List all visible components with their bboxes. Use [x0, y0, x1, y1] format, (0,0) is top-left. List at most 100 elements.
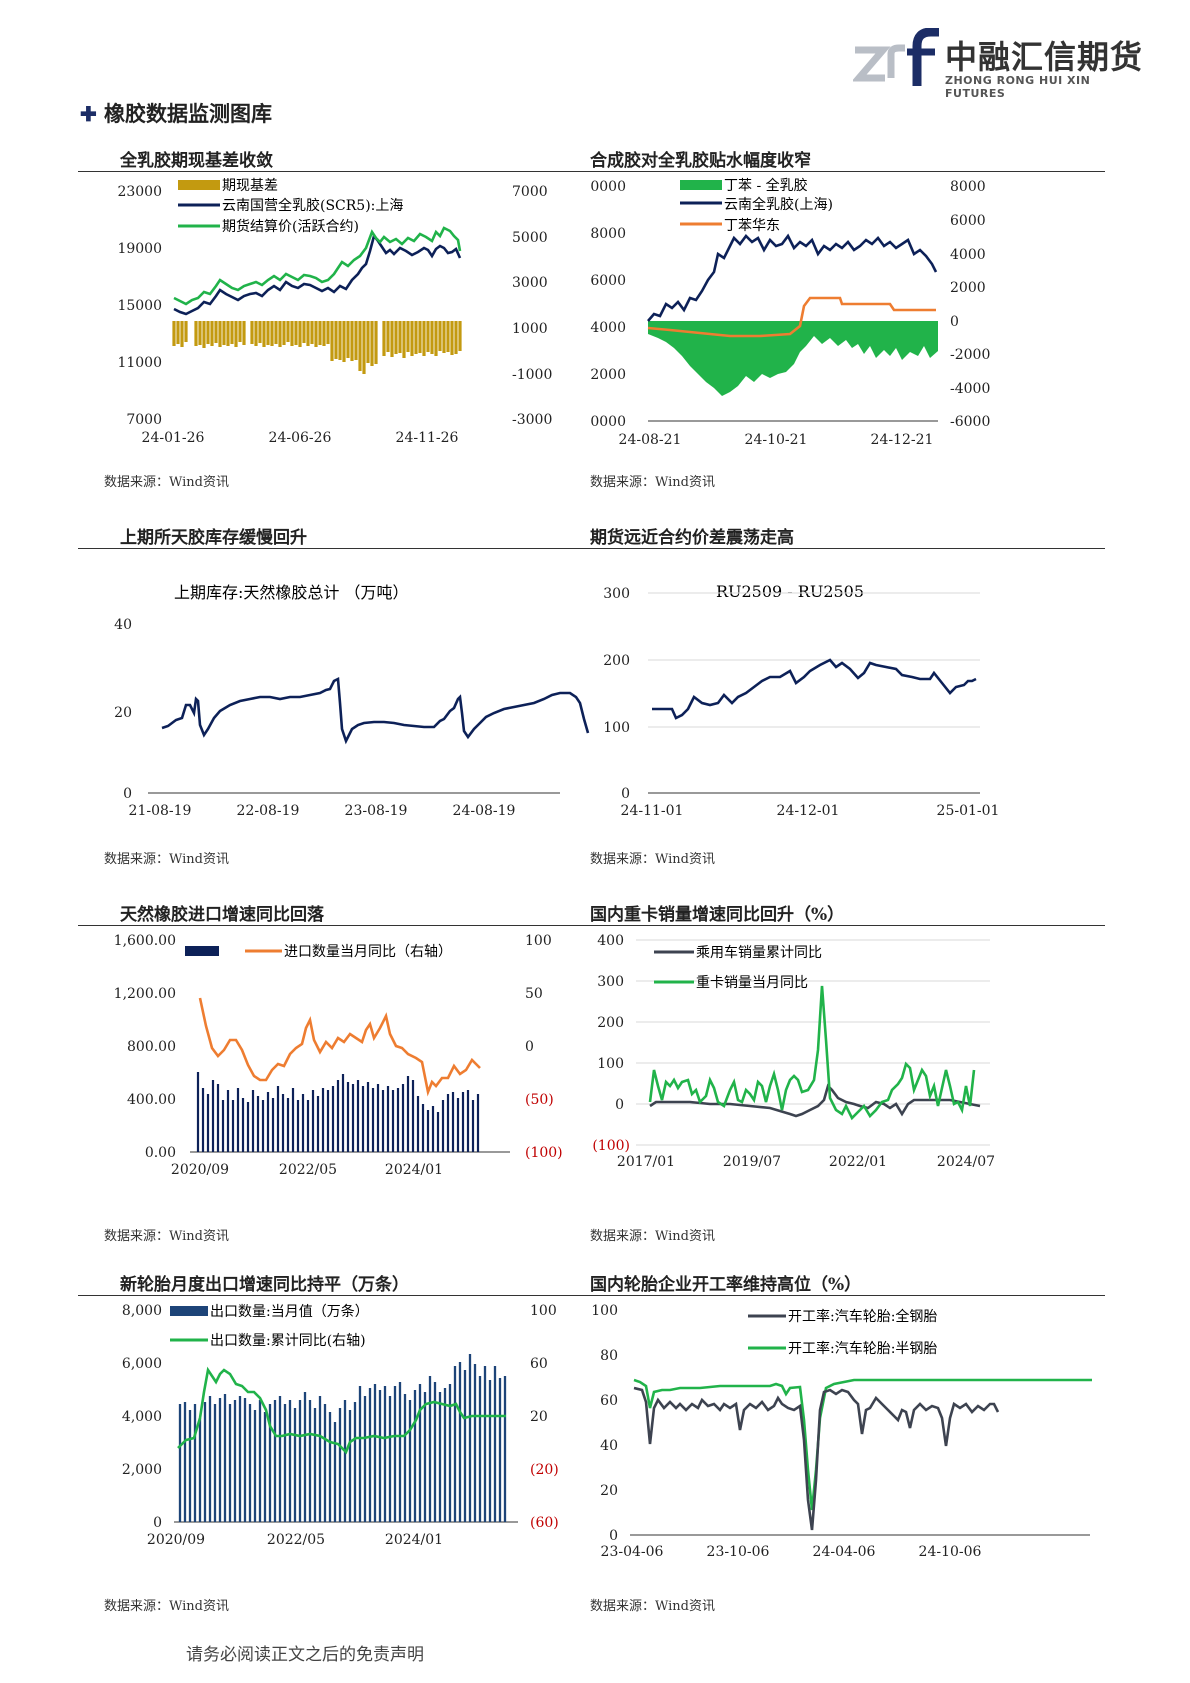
x-tick: 2024/01	[385, 1532, 443, 1548]
legend-label: 出口数量:当月值（万条）	[210, 1303, 369, 1320]
line-futures	[173, 226, 462, 306]
y2-tick: 5000	[512, 230, 548, 246]
x-tick: 2022/01	[829, 1154, 887, 1170]
chart-panel-inventory: 上期所天胶库存缓慢回升 上期库存:天然橡胶总计 （万吨） 40 20 0 21-…	[70, 523, 593, 883]
line-car-sales	[649, 1083, 981, 1118]
x-tick: 21-08-19	[129, 803, 192, 819]
y-tick: 6,000	[122, 1356, 162, 1372]
y2-tick: -3000	[512, 412, 552, 428]
y-tick: 4,000	[122, 1409, 162, 1425]
chart-source: 数据来源：Wind资讯	[590, 1599, 715, 1614]
x-tick: 2020/09	[171, 1162, 229, 1178]
x-tick: 23-04-06	[601, 1544, 664, 1560]
y2-tick: -2000	[950, 347, 990, 363]
legend-label: 云南国营全乳胶(SCR5):上海	[222, 197, 403, 214]
y-tick: 60	[600, 1393, 618, 1409]
x-tick: 24-06-26	[269, 430, 332, 446]
y-tick: 8,000	[122, 1303, 162, 1319]
y-tick: 300	[597, 974, 624, 990]
chart-panel-contract-spread: 期货远近合约价差震荡走高 RU2509 - RU2505 300 200 100…	[590, 523, 1110, 883]
chart-panel-tire-exports: 新轮胎月度出口增速同比持平（万条） 8,000 6,000 4,000 2,00…	[70, 1270, 593, 1630]
line-allsteel	[633, 1386, 1000, 1531]
title-rule	[590, 171, 1105, 172]
chart-panel-tire-utilization: 国内轮胎企业开工率维持高位（%） 100 80 60 40 20 0 23-04…	[590, 1270, 1110, 1630]
y-tick: 800.00	[127, 1039, 176, 1055]
y-tick: 100	[591, 1303, 618, 1319]
chart-source: 数据来源：Wind资讯	[590, 852, 715, 867]
legend-label: 开工率:汽车轮胎:半钢胎	[788, 1340, 937, 1357]
y2-tick: -4000	[950, 381, 990, 397]
y2-tick: 3000	[512, 275, 548, 291]
y2-tick: 50	[525, 986, 543, 1002]
title-rule	[590, 548, 1105, 549]
y2-tick: 1000	[512, 321, 548, 337]
page-title-text: 橡胶数据监测图库	[104, 101, 272, 126]
x-tick: 2024/07	[937, 1154, 995, 1170]
y2-tick: -1000	[512, 367, 552, 383]
y2-tick: (60)	[530, 1515, 559, 1531]
chart-source: 数据来源：Wind资讯	[104, 1599, 229, 1614]
y-tick: 80	[600, 1348, 618, 1364]
chart-source: 数据来源：Wind资讯	[104, 475, 229, 490]
y-tick: 11000	[117, 355, 162, 371]
y2-tick: (50)	[525, 1092, 554, 1108]
y2-tick: -6000	[950, 414, 990, 430]
line-yunnan	[647, 233, 938, 322]
series-label: RU2509 - RU2505	[716, 582, 864, 601]
company-logo: 中融汇信期货 ZHONG RONG HUI XIN FUTURES	[853, 26, 1153, 100]
chart-title: 新轮胎月度出口增速同比持平（万条）	[120, 1275, 409, 1295]
legend: 进口数量当月同比（右轴）	[185, 944, 452, 960]
legend-label: 乘用车销量累计同比	[696, 944, 822, 961]
logo-english-name: ZHONG RONG HUI XIN FUTURES	[945, 74, 1091, 100]
legend-swatch	[185, 946, 219, 956]
chart-title: 天然橡胶进口增速同比回落	[120, 905, 324, 925]
import-bars	[196, 1072, 480, 1152]
title-bullet-icon: ✚	[80, 102, 97, 126]
chart-title: 全乳胶期现基差收敛	[120, 151, 273, 171]
page-title: ✚ 橡胶数据监测图库	[80, 98, 272, 128]
logo-mark-icon	[853, 28, 939, 86]
line-sbr	[647, 296, 936, 338]
chart-title: 期货远近合约价差震荡走高	[590, 528, 794, 548]
x-tick: 24-11-26	[396, 430, 459, 446]
y-tick: 200	[597, 1015, 624, 1031]
x-tick: 24-12-01	[777, 803, 840, 819]
legend-label: 重卡销量当月同比	[696, 975, 808, 991]
y-tick: 2,000	[122, 1462, 162, 1478]
legend: 期现基差 云南国营全乳胶(SCR5):上海 期货结算价(活跃合约)	[178, 177, 403, 235]
y2-tick: 60	[530, 1356, 548, 1372]
title-rule	[78, 548, 593, 549]
y2-tick: 0	[525, 1039, 534, 1055]
export-bars	[178, 1354, 507, 1522]
chart-source: 数据来源：Wind资讯	[104, 852, 229, 867]
y-tick: 19000	[117, 241, 162, 257]
basis-bars	[172, 321, 462, 374]
line-export-yoy	[177, 1366, 506, 1455]
x-tick: 24-12-21	[871, 432, 934, 448]
y-tick: (100)	[592, 1138, 630, 1154]
y2-tick: 7000	[512, 184, 548, 200]
chart-panel-basis: 全乳胶期现基差收敛 23000 19000 15000 11000 7000 7…	[70, 146, 593, 506]
y-tick: 7000	[126, 412, 162, 428]
legend-label: 期现基差	[222, 177, 278, 194]
y2-tick: (100)	[525, 1145, 563, 1161]
y-tick: 0	[153, 1515, 162, 1531]
x-tick: 24-04-06	[813, 1544, 876, 1560]
y-tick: 300	[603, 586, 630, 602]
y2-tick: 100	[530, 1303, 557, 1319]
x-tick: 24-08-19	[453, 803, 516, 819]
x-tick: 23-10-06	[707, 1544, 770, 1560]
y-tick: 20	[600, 1483, 618, 1499]
legend: 乘用车销量累计同比 重卡销量当月同比	[654, 944, 822, 991]
y-tick: 14000	[590, 320, 626, 336]
chart-tire-exports: 8,000 6,000 4,000 2,000 0 100 60 20 (20)…	[122, 1303, 559, 1548]
y-tick: 18000	[590, 226, 626, 242]
chart-title: 国内轮胎企业开工率维持高位（%）	[590, 1275, 862, 1295]
chart-imports: 1,600.00 1,200.00 800.00 400.00 0.00 100…	[114, 933, 563, 1178]
y-tick: 16000	[590, 273, 626, 289]
y2-tick: 6000	[950, 213, 986, 229]
legend-label: 开工率:汽车轮胎:全钢胎	[788, 1308, 937, 1325]
y-tick: 20	[114, 705, 132, 721]
y2-tick: 0	[950, 314, 959, 330]
